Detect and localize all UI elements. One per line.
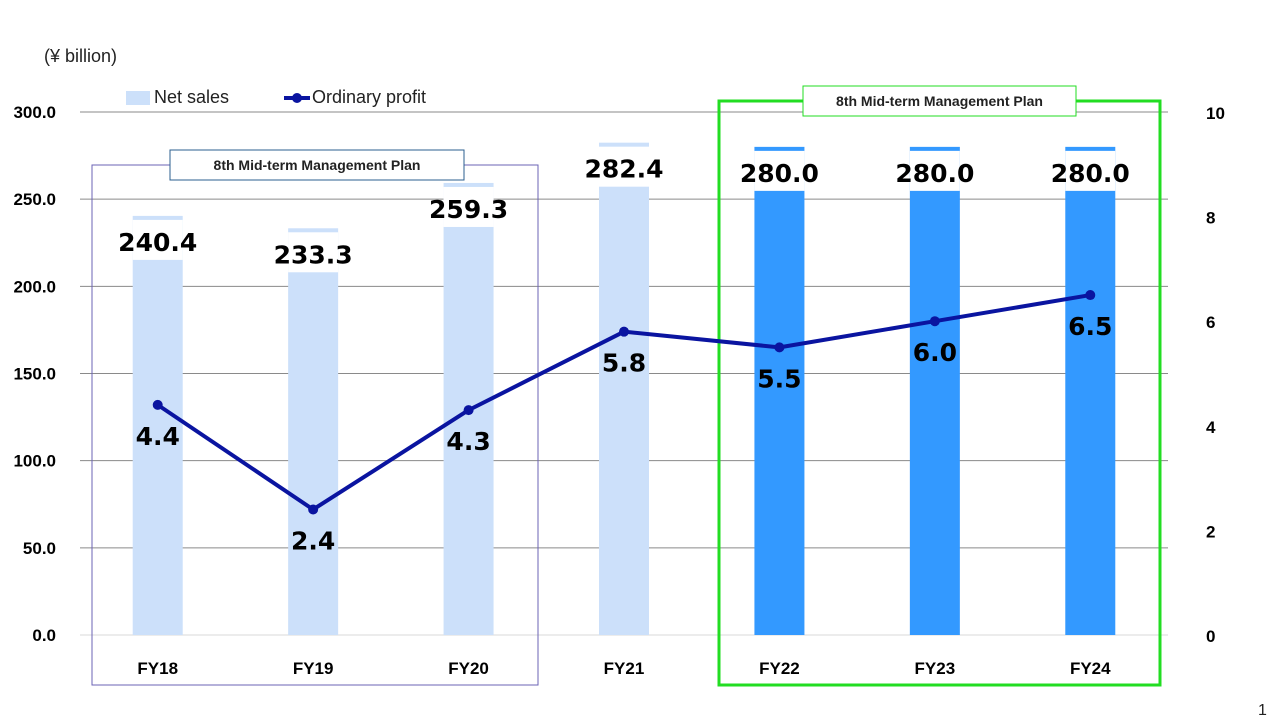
ordinary-profit-point	[308, 504, 319, 515]
y-right-tick-label: 8	[1206, 209, 1215, 228]
bar-label-background	[599, 146, 649, 187]
ordinary-profit-point	[774, 342, 785, 353]
x-tick-label: FY21	[604, 659, 645, 678]
data-labels: 240.4 233.3 259.3 282.4 280.0 280.0 280.0 4.4 2.…	[118, 155, 1130, 556]
bar-label-background	[909, 150, 960, 191]
ordinary-profit-point	[463, 405, 474, 416]
legend-swatch-ordinary-profit-marker	[292, 93, 302, 103]
line-value-label: 4.4	[136, 422, 180, 451]
line-value-label: 6.0	[913, 338, 957, 367]
legend-label-ordinary-profit: Ordinary profit	[312, 87, 426, 107]
line-value-label: 5.8	[602, 349, 646, 378]
bar-fy24	[1065, 146, 1116, 635]
axes: 0.0 50.0 100.0 150.0 200.0 250.0 300.0 0 2 4 6 8 10 F…	[13, 103, 1224, 678]
plan-title: 8th Mid-term Management Plan	[214, 157, 421, 173]
y-left-tick-label: 100.0	[13, 452, 56, 471]
ordinary-profit-point	[152, 399, 163, 410]
bar-label-background	[754, 150, 805, 191]
legend-label-net-sales: Net sales	[154, 87, 229, 107]
bar-value-label: 280.0	[740, 159, 819, 188]
y-left-tick-label: 0.0	[32, 626, 56, 645]
line-value-label: 6.5	[1068, 312, 1112, 341]
bar-value-label: 233.3	[274, 240, 353, 269]
bar-label-background	[1065, 150, 1116, 191]
bar-label-background	[132, 219, 183, 260]
bar-value-label: 282.4	[584, 155, 663, 184]
x-tick-label: FY19	[293, 659, 334, 678]
ordinary-profit-point	[929, 316, 940, 327]
x-tick-label: FY23	[915, 659, 956, 678]
bar-fy21	[599, 142, 649, 635]
ordinary-profit-point	[619, 326, 629, 337]
plan-title: 8th Mid-term Management Plan	[836, 93, 1043, 109]
line-value-label: 2.4	[291, 526, 335, 555]
bar-label-background	[443, 186, 494, 227]
x-tick-label: FY20	[448, 659, 489, 678]
y-right-tick-label: 10	[1206, 104, 1225, 123]
x-tick-label: FY22	[759, 659, 800, 678]
plan-boxes: 8th Mid-term Management Plan 8th Mid-term…	[91, 85, 1162, 687]
bar-value-label: 240.4	[118, 228, 197, 257]
bar-value-label: 259.3	[429, 195, 508, 224]
ordinary-profit-point	[1085, 290, 1096, 301]
ordinary-profit-line	[152, 290, 1096, 515]
line-value-label: 5.5	[757, 364, 801, 393]
y-left-tick-label: 300.0	[13, 103, 56, 122]
line-value-label: 4.3	[446, 427, 490, 456]
legend: Net sales Ordinary profit	[126, 87, 426, 107]
plan-title-box	[802, 85, 1077, 117]
net-sales-bars	[132, 142, 1116, 636]
y-left-tick-label: 250.0	[13, 190, 56, 209]
x-tick-label: FY24	[1070, 659, 1111, 678]
bar-value-label: 280.0	[1051, 159, 1130, 188]
y-right-tick-label: 0	[1206, 627, 1215, 646]
legend-swatch-net-sales	[126, 91, 150, 105]
unit-label: (¥ billion)	[44, 46, 117, 66]
bar-fy23	[909, 146, 960, 635]
page-number: 1	[1258, 702, 1267, 719]
y-left-tick-label: 200.0	[13, 277, 56, 296]
bar-label-background	[288, 232, 339, 273]
bar-value-label: 280.0	[895, 159, 974, 188]
y-right-tick-label: 6	[1206, 313, 1215, 332]
y-right-tick-label: 2	[1206, 522, 1215, 541]
bar-fy18	[132, 215, 183, 636]
y-left-tick-label: 150.0	[13, 365, 56, 384]
y-left-tick-label: 50.0	[23, 539, 56, 558]
x-tick-label: FY18	[137, 659, 178, 678]
bar-fy22	[754, 146, 805, 635]
bar-fy19	[288, 228, 339, 635]
y-right-tick-label: 4	[1206, 418, 1216, 437]
plan-title-box	[169, 149, 465, 181]
